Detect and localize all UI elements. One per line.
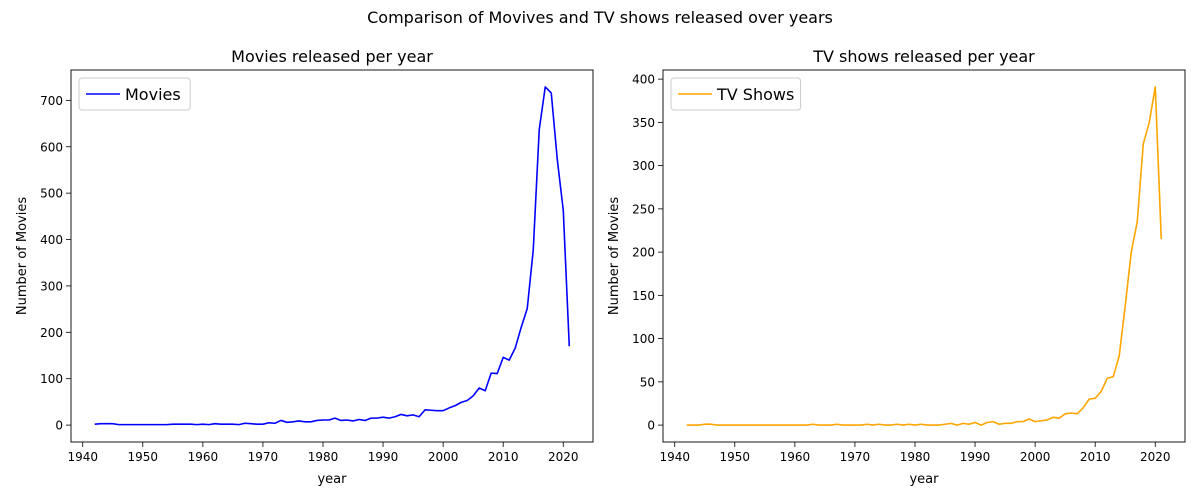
y-tick-label: 100 <box>632 332 655 346</box>
x-tick-label: 2020 <box>1140 450 1171 464</box>
y-tick-label: 100 <box>40 372 63 386</box>
series-line <box>94 86 571 426</box>
suptitle: Comparison of Movives and TV shows relea… <box>367 8 833 27</box>
x-tick-label: 1980 <box>900 450 931 464</box>
chart-title: TV shows released per year <box>812 47 1035 66</box>
x-tick-label: 1960 <box>780 450 811 464</box>
x-tick-label: 2010 <box>488 450 519 464</box>
x-tick-label: 1970 <box>840 450 871 464</box>
x-tick-label: 1980 <box>308 450 339 464</box>
y-tick-label: 400 <box>40 233 63 247</box>
chart-title: Movies released per year <box>231 47 433 66</box>
tv-shows-chart-panel: TV shows released per year year Number o… <box>607 47 1186 487</box>
movies-chart-panel: Movies released per year year Number of … <box>15 47 594 487</box>
legend-box <box>670 77 802 111</box>
y-tick-label: 0 <box>55 419 63 433</box>
x-tick-label: 1950 <box>720 450 751 464</box>
series-line <box>686 86 1163 426</box>
plot-frame <box>662 69 1186 443</box>
x-tick-label: 1970 <box>248 450 279 464</box>
y-tick-label: 500 <box>40 187 63 201</box>
legend-label: TV Shows <box>716 85 794 104</box>
y-tick-label: 700 <box>40 94 63 108</box>
legend: TV Shows <box>670 77 802 111</box>
x-tick-label: 2000 <box>1020 450 1051 464</box>
y-axis-label: Number of Movies <box>607 197 622 315</box>
x-tick-label: 1940 <box>659 450 690 464</box>
y-tick-label: 250 <box>632 202 655 216</box>
y-tick-label: 350 <box>632 116 655 130</box>
legend-label: Movies <box>125 85 181 104</box>
y-tick-label: 300 <box>632 159 655 173</box>
y-tick-label: 50 <box>640 375 655 389</box>
x-axis-label: year <box>909 472 939 487</box>
x-tick-label: 1960 <box>188 450 219 464</box>
y-tick-label: 300 <box>40 279 63 293</box>
legend: Movies <box>78 77 191 111</box>
x-tick-label: 1950 <box>128 450 159 464</box>
y-axis-label: Number of Movies <box>15 197 30 315</box>
legend-box <box>78 77 191 111</box>
y-tick-label: 200 <box>40 326 63 340</box>
x-tick-label: 2010 <box>1080 450 1111 464</box>
y-tick-label: 600 <box>40 140 63 154</box>
y-tick-label: 150 <box>632 289 655 303</box>
x-tick-label: 2000 <box>428 450 459 464</box>
plot-frame <box>70 69 594 443</box>
x-tick-label: 1990 <box>960 450 991 464</box>
y-tick-label: 0 <box>647 419 655 433</box>
y-tick-label: 200 <box>632 246 655 260</box>
x-tick-label: 1940 <box>67 450 98 464</box>
x-tick-label: 1990 <box>368 450 399 464</box>
x-axis-label: year <box>317 472 347 487</box>
x-tick-label: 2020 <box>548 450 579 464</box>
y-tick-label: 400 <box>632 73 655 87</box>
